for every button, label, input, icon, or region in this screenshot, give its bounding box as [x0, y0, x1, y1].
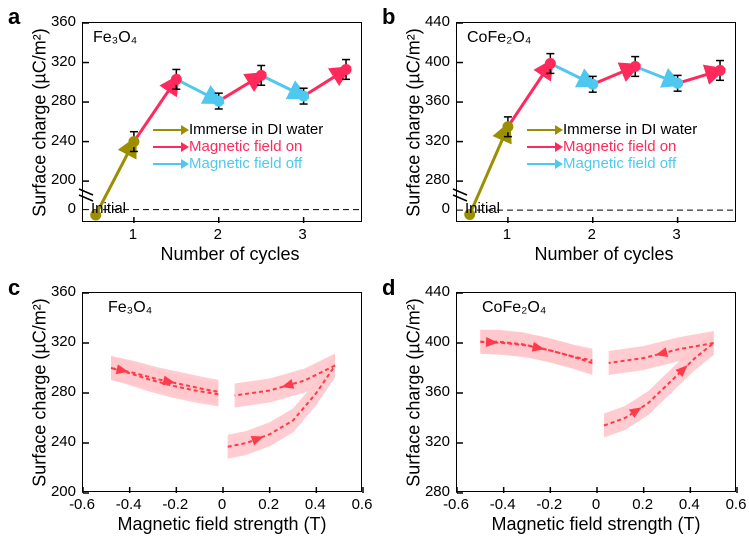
xlabel-c: Magnetic field strength (T) [112, 514, 332, 535]
legend-text-immerse-b: Immerse in DI water [563, 121, 697, 138]
plot-d: CoFe₂O₄ [456, 292, 736, 492]
legend-arrow-on [153, 146, 183, 148]
legend-row-immerse-b: Immerse in DI water [527, 121, 697, 138]
legend-b: Immerse in DI water Magnetic field on Ma… [527, 121, 697, 172]
panel-d-title: CoFe₂O₄ [482, 299, 546, 317]
xtick: -0.2 [533, 496, 565, 513]
xtick: 0.2 [253, 496, 285, 513]
panel-label-c: c [8, 275, 20, 301]
legend-text-off-b: Magnetic field off [563, 155, 676, 172]
xtick: 2 [582, 226, 602, 243]
xtick: 3 [293, 226, 313, 243]
legend-row-off: Magnetic field off [153, 155, 323, 172]
legend-text-off: Magnetic field off [189, 155, 302, 172]
figure-root: a b c d Fe₃O₄ Initial Immerse in DI wate… [0, 0, 749, 539]
ylabel-c: Surface charge (µC/m²) [30, 293, 51, 493]
legend-arrow-off-b [527, 163, 557, 165]
xlabel-b: Number of cycles [524, 244, 684, 265]
panel-b-title: CoFe₂O₄ [467, 29, 531, 47]
xtick: -0.4 [487, 496, 519, 513]
legend-text-on: Magnetic field on [189, 138, 302, 155]
panel-label-a: a [8, 4, 20, 30]
plot-c: Fe₃O₄ [82, 292, 362, 492]
xtick: -0.2 [159, 496, 191, 513]
legend-row-off-b: Magnetic field off [527, 155, 697, 172]
xtick: 3 [667, 226, 687, 243]
chart-c-svg [83, 293, 363, 493]
xtick: 0.6 [720, 496, 749, 513]
legend-arrow-on-b [527, 146, 557, 148]
chart-d-svg [457, 293, 737, 493]
ylabel-a: Surface charge (µC/m²) [30, 23, 51, 223]
xlabel-a: Number of cycles [150, 244, 310, 265]
xtick: 1 [123, 226, 143, 243]
plot-a: Fe₃O₄ Initial Immerse in DI water Magnet… [82, 22, 362, 222]
xtick: -0.4 [113, 496, 145, 513]
xtick: 0 [206, 496, 238, 513]
legend-text-on-b: Magnetic field on [563, 138, 676, 155]
xtick: -0.6 [66, 496, 98, 513]
xtick: 0.2 [627, 496, 659, 513]
legend-arrow-immerse-b [527, 129, 557, 131]
xtick: -0.6 [440, 496, 472, 513]
xtick: 0 [580, 496, 612, 513]
xtick: 0.4 [673, 496, 705, 513]
legend-row-on: Magnetic field on [153, 138, 323, 155]
panel-c-title: Fe₃O₄ [108, 299, 152, 317]
legend-arrow-immerse [153, 129, 183, 131]
panel-label-d: d [382, 275, 395, 301]
panel-label-b: b [382, 4, 395, 30]
xtick: 0.6 [346, 496, 378, 513]
plot-b: CoFe₂O₄ Initial Immerse in DI water Magn… [456, 22, 736, 222]
xtick: 1 [497, 226, 517, 243]
xtick: 2 [208, 226, 228, 243]
legend-a: Immerse in DI water Magnetic field on Ma… [153, 121, 323, 172]
legend-row-on-b: Magnetic field on [527, 138, 697, 155]
ylabel-d: Surface charge (µC/m²) [404, 293, 425, 493]
panel-a-title: Fe₃O₄ [93, 29, 137, 47]
legend-row-immerse: Immerse in DI water [153, 121, 323, 138]
legend-arrow-off [153, 163, 183, 165]
panel-a-initial: Initial [91, 200, 126, 217]
xtick: 0.4 [299, 496, 331, 513]
xlabel-d: Magnetic field strength (T) [486, 514, 706, 535]
ylabel-b: Surface charge (µC/m²) [404, 23, 425, 223]
panel-b-initial: Initial [465, 200, 500, 217]
legend-text-immerse: Immerse in DI water [189, 121, 323, 138]
